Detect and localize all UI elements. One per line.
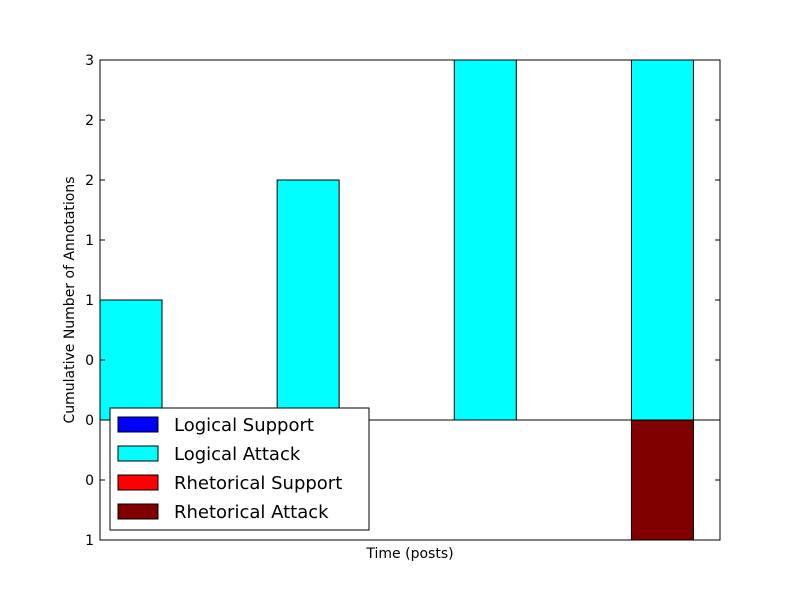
bar-logical-attack-1 <box>276 179 340 421</box>
y-tick-label-1: 2 <box>85 113 94 129</box>
y-tick-label-3: 1 <box>85 233 94 249</box>
y-tick-label-4: 1 <box>85 293 94 309</box>
y-tick-label-8: 1 <box>85 533 94 549</box>
legend-label-rhetorical-support: Rhetorical Support <box>174 473 342 494</box>
legend-label-logical-attack: Logical Attack <box>174 444 301 465</box>
legend-swatch-logical-support <box>117 416 159 433</box>
bar-rhetorical-attack-3 <box>630 419 694 541</box>
bar-logical-attack-2 <box>453 59 517 421</box>
legend: Logical Support Logical Attack Rhetorical … <box>109 407 370 531</box>
legend-swatch-rhetorical-support <box>117 474 159 491</box>
y-tick-label-5: 0 <box>85 353 94 369</box>
y-tick-label-0: 3 <box>85 53 94 69</box>
x-axis-label: Time (posts) <box>365 546 453 562</box>
legend-swatch-logical-attack <box>117 445 159 462</box>
bars-group <box>99 59 694 541</box>
legend-label-rhetorical-attack: Rhetorical Attack <box>174 502 329 523</box>
bar-logical-attack-3 <box>630 59 694 421</box>
legend-label-logical-support: Logical Support <box>174 415 314 436</box>
y-ticks-group: 3 2 2 1 1 0 0 0 1 <box>85 53 720 549</box>
y-axis-label: Cumulative Number of Annotations <box>62 176 78 423</box>
y-tick-label-6: 0 <box>85 413 94 429</box>
legend-swatch-rhetorical-attack <box>117 503 159 520</box>
y-tick-label-7: 0 <box>85 473 94 489</box>
bar-logical-attack-0 <box>99 299 163 421</box>
y-tick-label-2: 2 <box>85 173 94 189</box>
